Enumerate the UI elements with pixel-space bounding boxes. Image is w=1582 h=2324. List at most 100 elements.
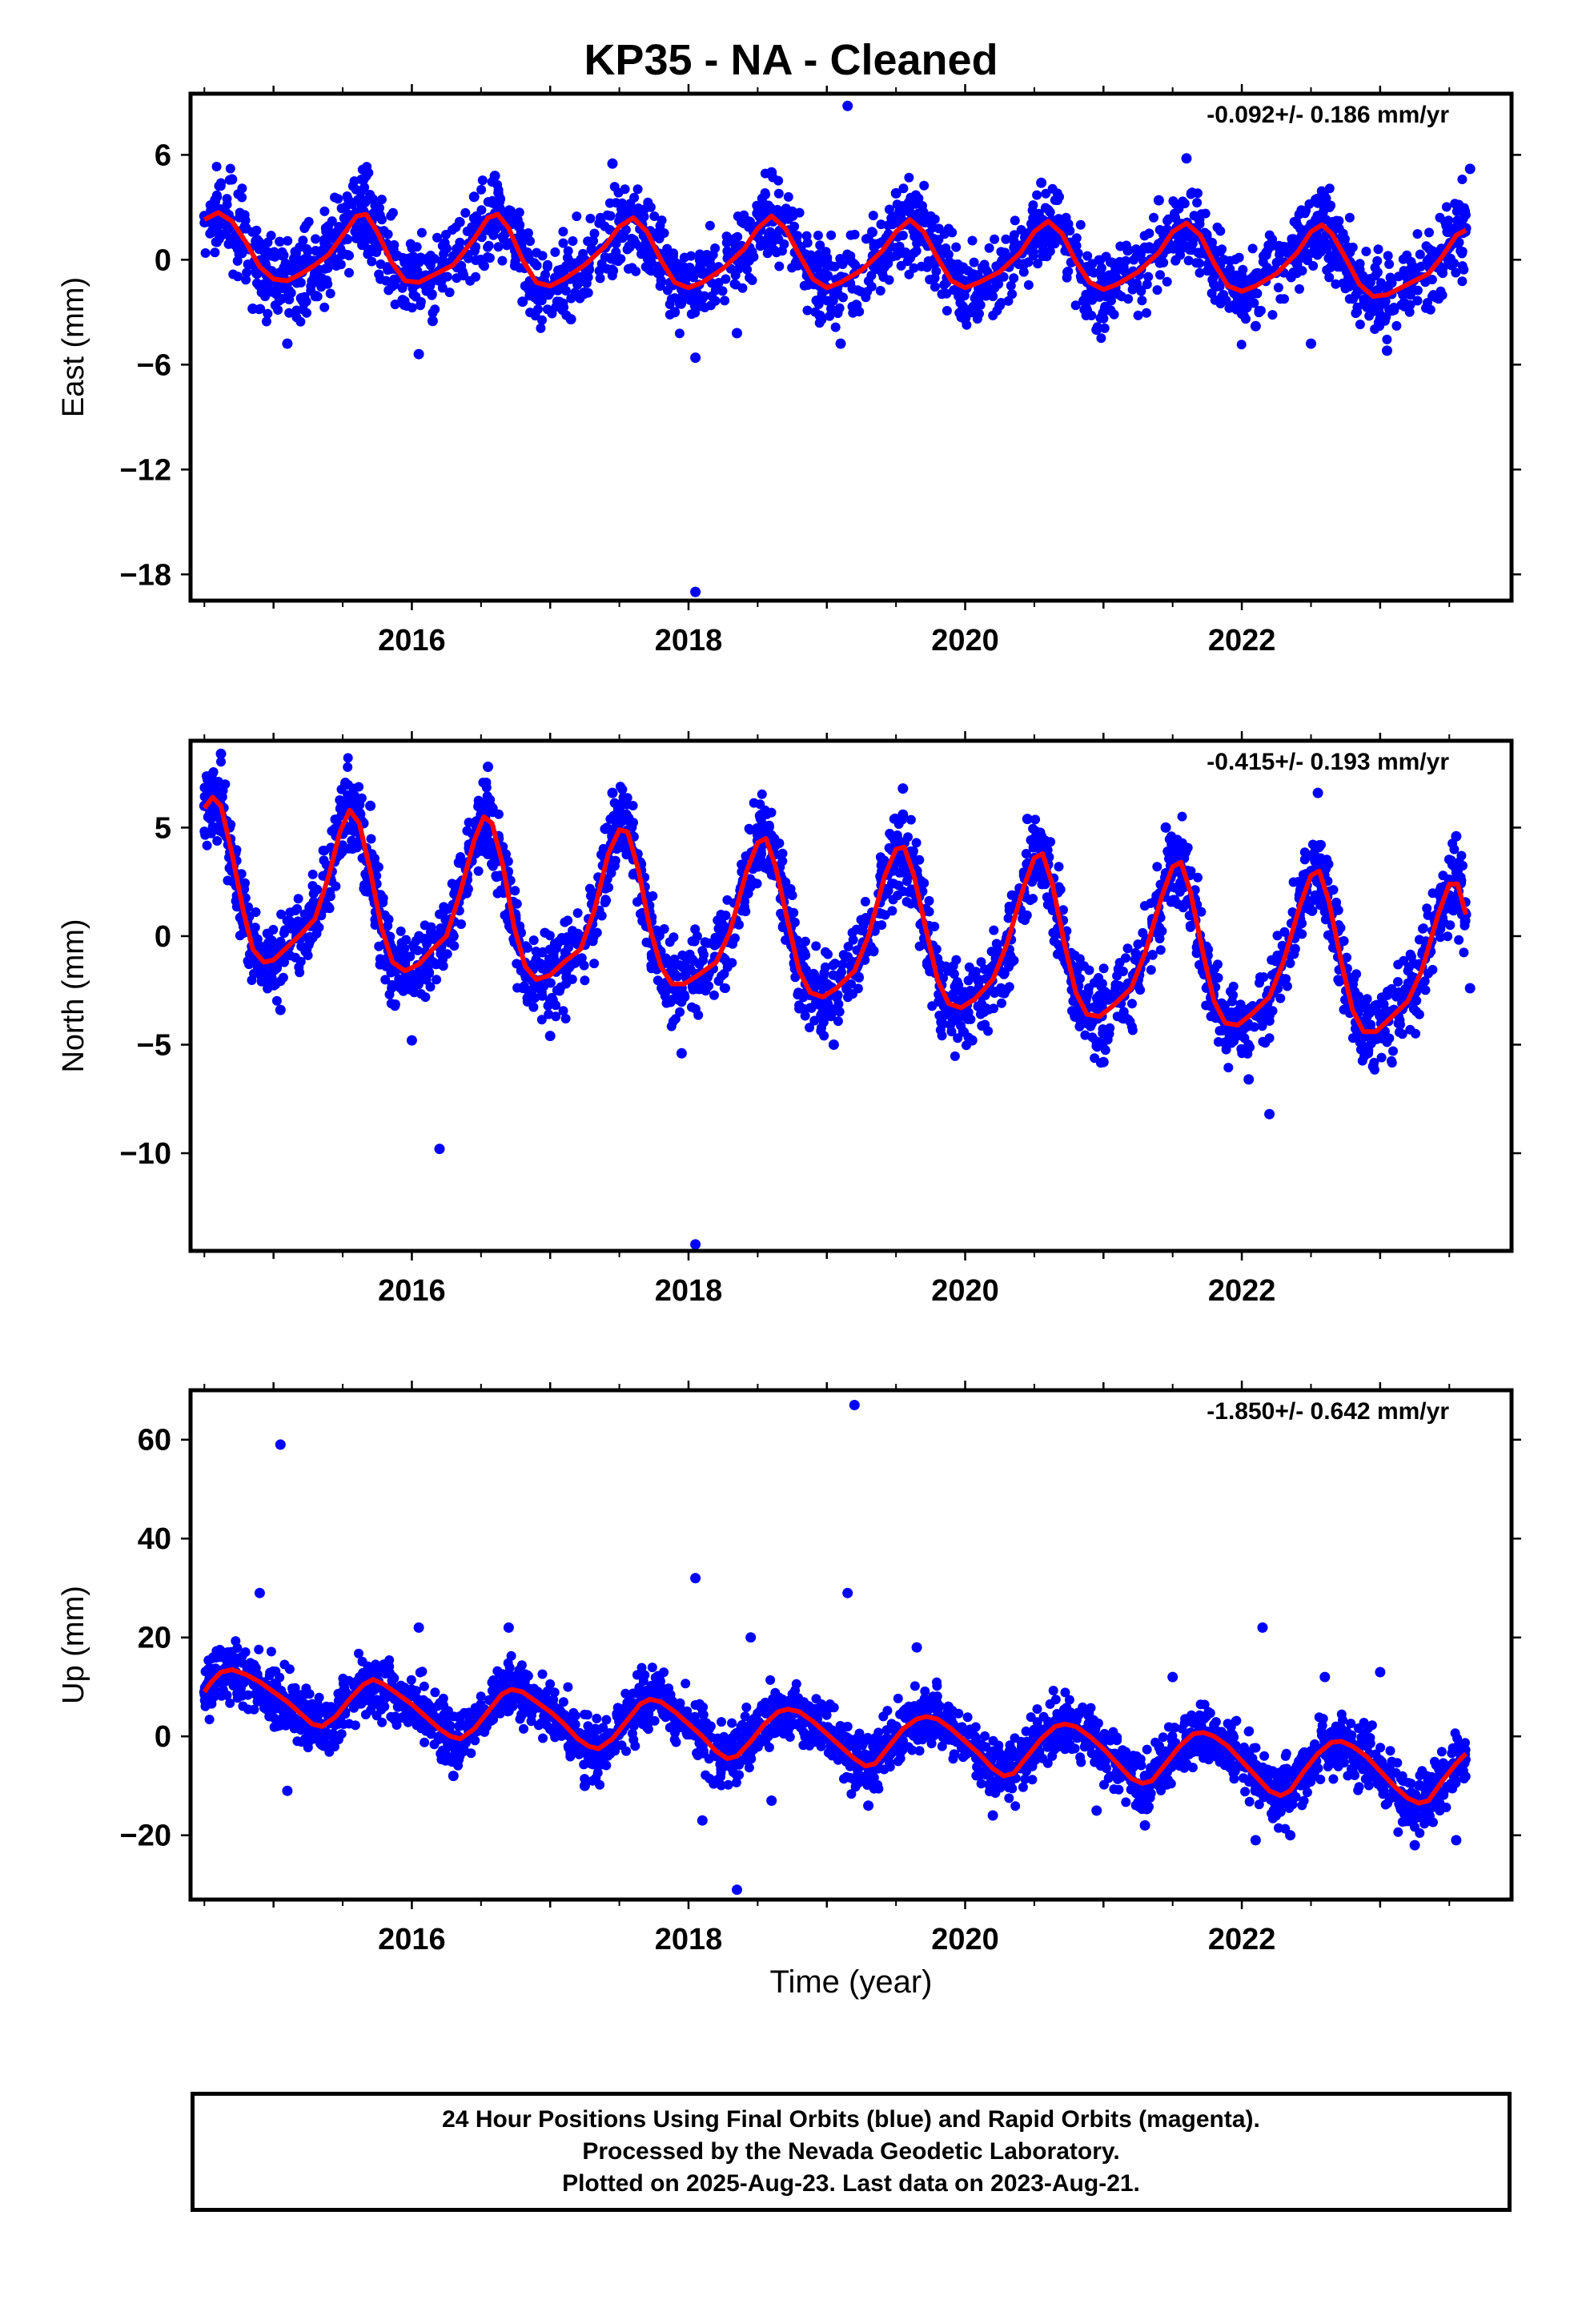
data-point xyxy=(930,214,940,224)
data-point xyxy=(311,234,321,244)
data-point xyxy=(949,969,959,979)
data-point xyxy=(1227,996,1237,1007)
data-point xyxy=(226,819,236,830)
data-point xyxy=(359,183,370,192)
data-point xyxy=(389,279,400,290)
data-point xyxy=(823,270,833,280)
data-point xyxy=(252,278,262,288)
chart-title: KP35 - NA - Cleaned xyxy=(584,36,998,84)
data-point xyxy=(1249,1022,1259,1032)
data-point xyxy=(1203,944,1214,955)
data-point xyxy=(1138,927,1148,938)
data-point xyxy=(635,909,645,919)
data-point xyxy=(537,315,547,325)
data-point xyxy=(903,832,913,842)
data-point xyxy=(456,852,466,862)
data-point xyxy=(579,960,589,971)
data-point xyxy=(905,814,916,825)
data-point xyxy=(558,1006,568,1016)
data-point xyxy=(1039,838,1050,848)
data-point xyxy=(745,874,756,884)
data-point xyxy=(975,300,986,310)
data-point xyxy=(656,215,667,226)
data-point xyxy=(299,299,309,309)
data-point xyxy=(257,287,267,297)
data-point xyxy=(628,801,638,810)
data-point xyxy=(200,248,211,258)
data-point xyxy=(1044,235,1054,245)
data-point xyxy=(997,998,1006,1008)
data-point xyxy=(939,279,950,290)
data-point xyxy=(717,286,728,296)
data-point xyxy=(867,227,877,237)
data-point xyxy=(1133,939,1143,950)
data-point xyxy=(1306,338,1316,349)
data-point xyxy=(263,308,273,319)
data-point xyxy=(975,1009,986,1019)
data-point xyxy=(512,899,522,909)
data-point xyxy=(609,182,620,192)
data-point xyxy=(701,986,711,996)
data-point xyxy=(1337,231,1347,242)
data-point xyxy=(449,889,460,899)
data-point xyxy=(1099,323,1110,333)
data-point xyxy=(311,246,321,255)
data-point xyxy=(596,911,607,921)
x-tick-label: 2016 xyxy=(378,624,446,657)
data-point xyxy=(1146,965,1156,975)
data-point xyxy=(894,241,905,251)
data-point xyxy=(1415,261,1426,271)
data-point xyxy=(284,308,295,318)
data-point xyxy=(693,1010,704,1020)
data-point xyxy=(1207,237,1217,247)
data-point xyxy=(998,271,1009,282)
data-point xyxy=(433,275,444,286)
data-point xyxy=(720,296,730,306)
data-point xyxy=(1072,1010,1082,1020)
data-point xyxy=(890,187,901,199)
data-point xyxy=(1213,1037,1223,1047)
data-point xyxy=(757,197,768,207)
data-point xyxy=(1299,847,1310,858)
data-point xyxy=(1106,296,1116,306)
data-point xyxy=(532,260,542,271)
data-point xyxy=(295,956,306,967)
data-point xyxy=(1073,248,1083,259)
data-point xyxy=(373,862,383,872)
data-point xyxy=(413,348,424,360)
data-point xyxy=(275,236,285,247)
data-point xyxy=(952,977,962,987)
data-point xyxy=(427,289,437,300)
data-point xyxy=(1089,292,1099,303)
data-point xyxy=(1394,271,1403,282)
data-point xyxy=(1087,259,1098,269)
data-point xyxy=(1004,905,1014,915)
data-point xyxy=(783,191,793,202)
data-point xyxy=(700,291,709,301)
data-point xyxy=(797,945,808,955)
data-point xyxy=(722,247,733,258)
data-point xyxy=(785,884,796,894)
data-point xyxy=(383,915,394,925)
data-point xyxy=(1003,913,1014,923)
data-point xyxy=(558,227,568,237)
x-tick-label: 2022 xyxy=(1208,624,1276,657)
data-point xyxy=(1243,1048,1253,1059)
data-point xyxy=(1028,247,1038,258)
data-point xyxy=(1316,893,1327,903)
data-point xyxy=(843,942,853,951)
data-point xyxy=(361,226,371,236)
data-point xyxy=(1255,1014,1266,1024)
data-point xyxy=(273,305,283,315)
data-point xyxy=(1181,153,1192,164)
data-point xyxy=(760,168,770,179)
data-point xyxy=(826,230,837,240)
data-point xyxy=(710,243,721,253)
data-point xyxy=(230,235,240,245)
data-point xyxy=(773,175,784,186)
data-point xyxy=(522,943,532,953)
data-point xyxy=(1391,320,1402,331)
data-point xyxy=(1375,278,1386,288)
data-point xyxy=(272,963,282,973)
data-point xyxy=(1170,255,1181,265)
